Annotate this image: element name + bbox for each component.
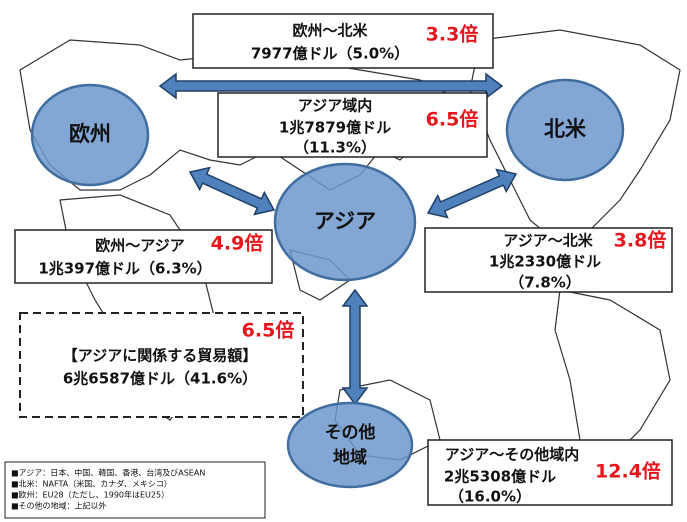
trade-arrow (188, 166, 276, 216)
notes-box (4, 461, 266, 519)
flow-multiplier: 3.8倍 (614, 229, 667, 252)
flow-box (427, 439, 673, 506)
flow-box (14, 229, 273, 284)
flow-box (192, 13, 494, 69)
flow-amount: 2兆5308億ドル (444, 468, 556, 486)
trade-arrow (158, 72, 504, 100)
region-circle (30, 83, 150, 187)
region-label: その他 (325, 422, 376, 443)
region-label: 欧州 (69, 122, 111, 146)
total-amount: 6兆6587億ドル（41.6%） (63, 370, 257, 388)
flow-box (424, 227, 673, 293)
flow-route: アジア～その他域内 (445, 446, 579, 464)
arrows (158, 72, 518, 406)
region-circle (286, 401, 414, 489)
total-multiplier: 6.5倍 (242, 319, 295, 342)
flow-share: （7.8%） (509, 274, 581, 292)
flow-route: アジア域内 (298, 97, 372, 115)
flow-multiplier: 12.4倍 (595, 460, 661, 483)
flow-multiplier: 4.9倍 (211, 232, 264, 255)
region-label: 北米 (544, 117, 587, 141)
note: ■アジア：日本、中国、韓国、香港、台湾及びASEAN (11, 468, 205, 478)
flow-route: 欧州～アジア (95, 237, 184, 255)
total-box (19, 312, 304, 418)
flow-multiplier: 3.3倍 (426, 23, 479, 46)
flow-amount: 7977億ドル（5.0%） (251, 45, 409, 63)
total-heading: 【アジアに関係する貿易額】 (63, 347, 257, 365)
flow-amount: 1兆7879億ドル (279, 119, 391, 137)
region-circle (505, 78, 625, 182)
flow-route: 欧州～北米 (292, 22, 368, 40)
flow-amount: 1兆397億ドル（6.3%） (38, 260, 211, 278)
region-label: 地域 (333, 447, 367, 468)
region-label: アジア (314, 209, 376, 233)
flow-amount: 1兆2330億ドル (489, 253, 601, 271)
flow-box (217, 92, 488, 158)
trade-arrow (426, 168, 518, 219)
region-circle (273, 162, 417, 282)
note: ■北米：NAFTA（米国、カナダ、メキシコ） (11, 479, 172, 489)
flow-share: （16.0%） (449, 488, 531, 506)
note: ■その他の地域：上記以外 (11, 501, 107, 511)
flow-share: （11.3%） (294, 139, 376, 157)
note: ■欧州：EU28（ただし、1990年はEU25） (11, 490, 169, 500)
flow-route: アジア～北米 (503, 232, 593, 250)
flow-multiplier: 6.5倍 (426, 108, 479, 131)
